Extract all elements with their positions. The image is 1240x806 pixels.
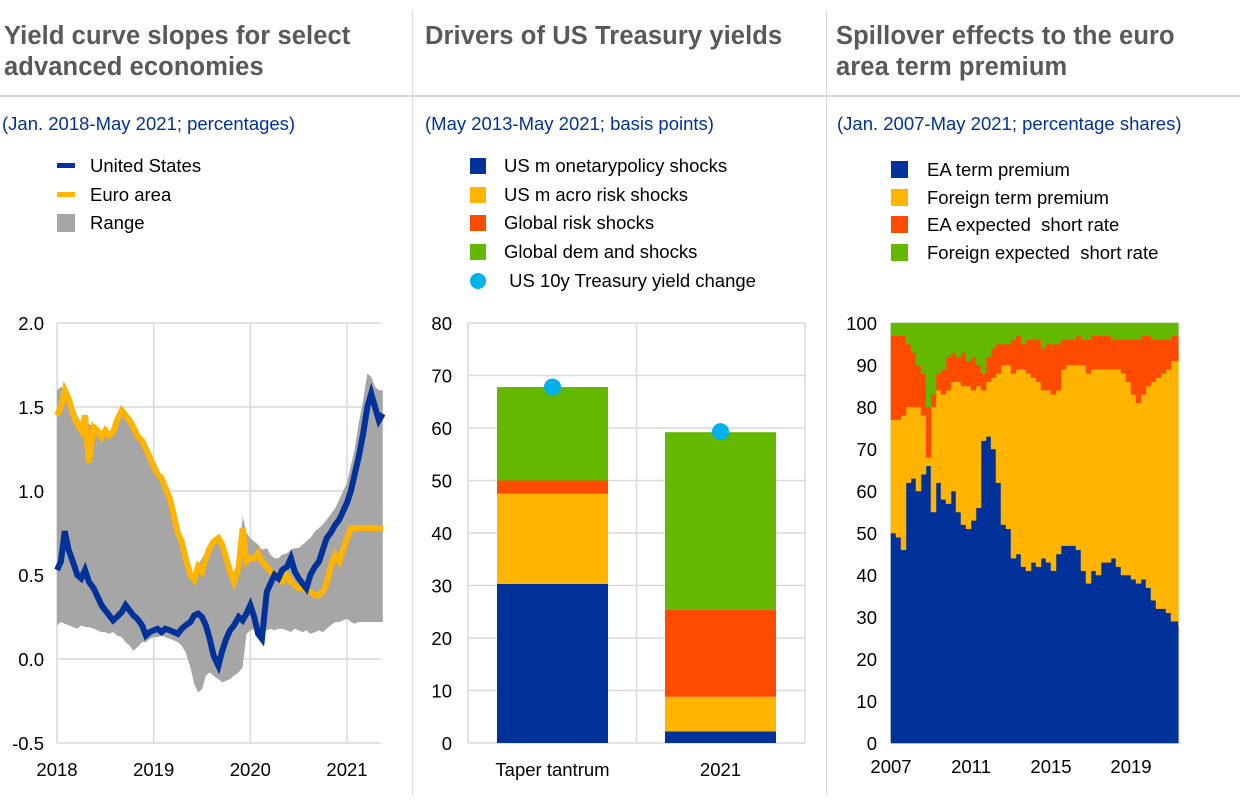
- united-states-line: [54, 382, 386, 675]
- legend-label: Global risk shocks: [504, 212, 655, 233]
- legend-line-swatch: [57, 192, 75, 197]
- title-line: Spillover effects to the euro: [836, 22, 1175, 50]
- legend-square-swatch: [891, 244, 908, 261]
- y-tick-label: 30: [431, 576, 452, 597]
- yield-change-marker: [712, 423, 729, 441]
- bar-segment-global-demand-shocks: [665, 432, 776, 610]
- panel-divider-2: [826, 10, 827, 796]
- panel-us-treasury-drivers: Drivers of US Treasury yields (May 2013-…: [413, 0, 826, 806]
- panel-title: Drivers of US Treasury yields: [425, 21, 782, 52]
- legend-square-swatch: [57, 214, 75, 232]
- bar-segment-global-demand-shocks: [497, 387, 608, 481]
- x-tick-label: 2019: [133, 759, 174, 780]
- y-tick-label: -0.5: [12, 733, 44, 754]
- legend-label: US m onetarypolicy shocks: [504, 155, 728, 176]
- legend-square-swatch: [470, 158, 486, 174]
- panel-title: Spillover effects to the euro area term …: [836, 21, 1175, 83]
- bar-segment-global-risk-shocks: [497, 480, 608, 494]
- legend-label: Range: [90, 212, 145, 233]
- title-line: Yield curve slopes for select: [4, 22, 351, 50]
- x-tick-label: 2020: [230, 759, 271, 780]
- y-tick-label: 1.5: [18, 397, 44, 418]
- legend-label: Global dem and shocks: [504, 241, 698, 262]
- legend-square-swatch: [891, 189, 908, 206]
- y-tick-label: 100: [846, 313, 877, 334]
- legend-line-swatch: [57, 163, 75, 168]
- x-tick-label: 2011: [951, 756, 991, 777]
- legend-square-swatch: [470, 215, 486, 231]
- bar-segment-us-macro-risk-shocks: [497, 493, 608, 584]
- bar-segment-us-monetary-policy-shocks: [497, 583, 608, 743]
- y-tick-label: 0.0: [18, 649, 44, 670]
- legend-square-swatch: [470, 187, 486, 203]
- x-tick-label: 2015: [1030, 756, 1071, 777]
- x-tick-label: 2021: [700, 759, 741, 780]
- legend-dot-swatch: [470, 273, 486, 289]
- panel-yield-curve-slopes: Yield curve slopes for select advanced e…: [0, 0, 412, 806]
- x-tick-label: 2018: [36, 759, 77, 780]
- panel-subtitle: (Jan. 2018-May 2021; percentages): [2, 113, 296, 134]
- y-tick-label: 90: [856, 355, 877, 376]
- bar-segment-us-monetary-policy-shocks: [665, 731, 776, 743]
- y-tick-label: 0: [442, 733, 452, 754]
- yield-change-marker: [544, 378, 561, 396]
- y-tick-label: 80: [856, 397, 877, 418]
- bar-segment-global-risk-shocks: [665, 609, 776, 697]
- y-tick-label: 2.0: [18, 313, 44, 334]
- header-divider: [0, 95, 1240, 97]
- y-tick-label: 70: [856, 439, 877, 460]
- title-line: advanced economies: [4, 53, 264, 81]
- legend-label: EA term premium: [927, 159, 1070, 180]
- y-tick-label: 20: [431, 628, 452, 649]
- x-tick-label: 2007: [870, 756, 911, 777]
- y-tick-label: 40: [856, 565, 877, 586]
- area-foreign-expected-short-rate: [890, 322, 1179, 408]
- legend-label: Euro area: [90, 184, 172, 205]
- x-tick-label: Taper tantrum: [495, 759, 609, 780]
- y-tick-label: 0.5: [18, 565, 44, 586]
- panel-title: Yield curve slopes for select advanced e…: [4, 21, 350, 83]
- y-tick-label: 1.0: [18, 481, 44, 502]
- y-tick-label: 10: [856, 691, 877, 712]
- panel-subtitle: (May 2013-May 2021; basis points): [425, 113, 714, 134]
- legend-label: Foreign expected short rate: [927, 242, 1159, 263]
- panel-subtitle: (Jan. 2007-May 2021; percentage shares): [837, 113, 1182, 134]
- y-tick-label: 30: [856, 607, 877, 628]
- y-tick-label: 10: [431, 681, 452, 702]
- title-line: area term premium: [836, 53, 1068, 81]
- bar-segment-us-macro-risk-shocks: [665, 696, 776, 732]
- y-tick-label: 40: [431, 523, 452, 544]
- y-tick-label: 0: [867, 733, 877, 754]
- y-tick-label: 20: [856, 649, 877, 670]
- euro-area-line: [54, 380, 383, 599]
- x-tick-label: 2019: [1110, 756, 1151, 777]
- y-tick-label: 60: [856, 481, 877, 502]
- legend-square-swatch: [891, 216, 908, 233]
- legend-square-swatch: [891, 161, 908, 178]
- panel-spillover-effects: Spillover effects to the euro area term …: [827, 0, 1240, 806]
- title-line: Drivers of US Treasury yields: [425, 22, 783, 50]
- legend-label: US m acro risk shocks: [504, 184, 689, 205]
- panel-divider-1: [412, 10, 413, 796]
- legend-label: United States: [90, 155, 202, 176]
- legend-label: Foreign term premium: [927, 187, 1109, 208]
- y-tick-label: 50: [856, 523, 877, 544]
- y-tick-label: 60: [431, 418, 452, 439]
- legend-label: US 10y Treasury yield change: [504, 270, 756, 291]
- chart-yield-curve-slopes: 2.0 1.5 1.0 0.5 0.0 -0.5 2018 2019 2020 2021: [12, 313, 386, 780]
- range-band: [57, 373, 383, 693]
- y-tick-label: 50: [431, 471, 452, 492]
- legend-label: EA expected short rate: [927, 214, 1120, 235]
- y-tick-label: 80: [431, 313, 452, 334]
- x-tick-label: 2021: [326, 759, 367, 780]
- chart-us-treasury-drivers: 80 70 60 50 40 30 20 10 0 Taper tantrum 2021: [431, 313, 806, 780]
- legend-square-swatch: [470, 244, 486, 260]
- y-tick-label: 70: [431, 366, 452, 387]
